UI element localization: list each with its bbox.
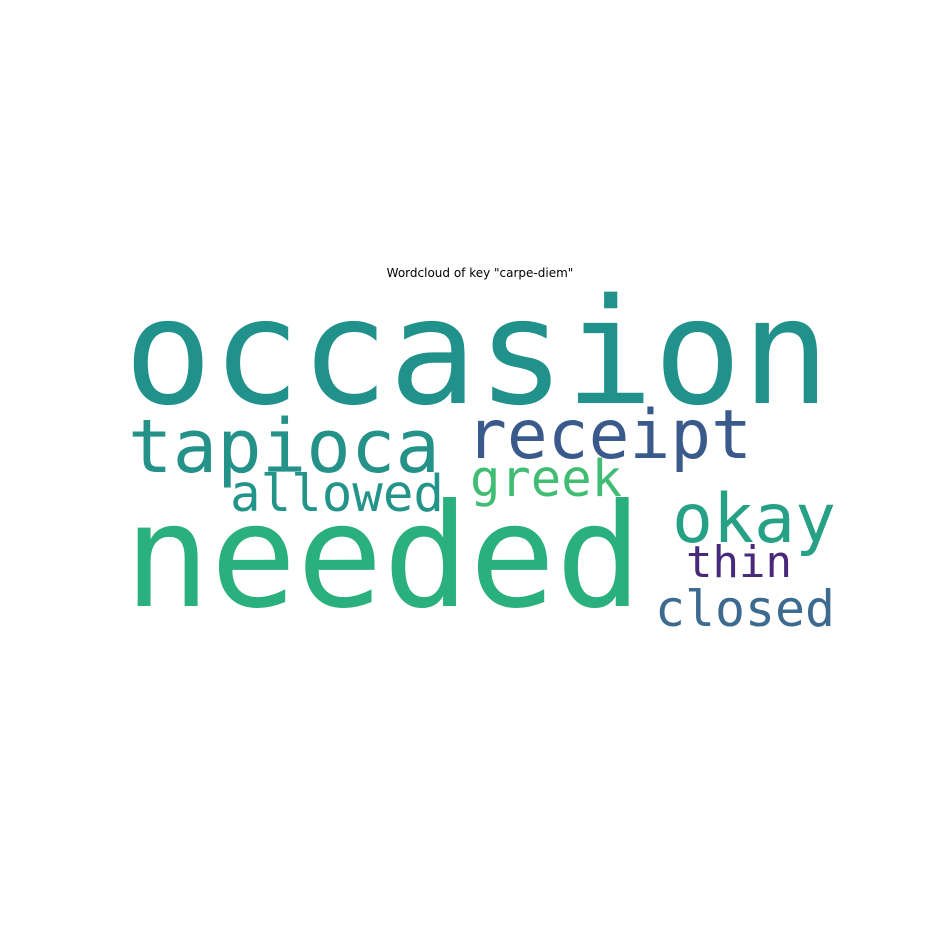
word-greek: greek bbox=[470, 449, 622, 508]
word-needed: needed bbox=[124, 473, 642, 640]
word-occasion: occasion bbox=[124, 267, 830, 438]
word-receipt: receipt bbox=[466, 396, 752, 475]
word-closed: closed bbox=[655, 580, 835, 638]
chart-title: Wordcloud of key "carpe-diem" bbox=[386, 266, 574, 280]
word-okay: okay bbox=[672, 480, 836, 559]
word-tapioca: tapioca bbox=[128, 404, 440, 490]
word-thin: thin bbox=[686, 537, 792, 588]
word-allowed: allowed bbox=[230, 464, 444, 523]
